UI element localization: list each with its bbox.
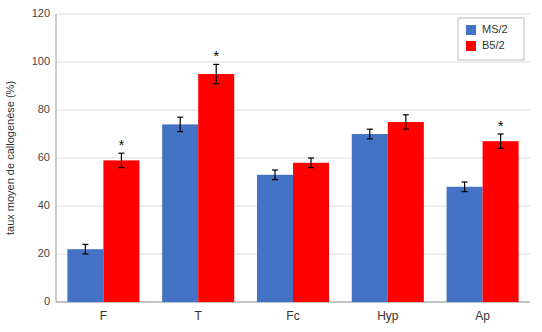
grid-line xyxy=(56,158,530,159)
error-cap xyxy=(118,167,124,168)
chart: 0 20 40 60 80 100 120 * * * F T Fc Hyp Ap taux moyen de… xyxy=(0,0,542,332)
y-axis-label: taux moyen de callogenèse (%) xyxy=(4,81,16,235)
error-cap xyxy=(367,138,373,139)
error-bar xyxy=(462,182,468,192)
error-bar xyxy=(118,153,124,167)
legend: MS/2 B5/2 xyxy=(458,18,524,60)
x-tick-label: Hyp xyxy=(377,309,399,323)
error-cap xyxy=(177,117,183,118)
y-tick-label: 120 xyxy=(32,7,50,19)
y-tick-label: 20 xyxy=(38,247,50,259)
y-tick-label: 100 xyxy=(32,55,50,67)
error-bar xyxy=(213,64,219,83)
bar xyxy=(483,141,519,302)
y-tick-label: 0 xyxy=(44,295,50,307)
error-bar xyxy=(272,170,278,180)
bar xyxy=(198,74,234,302)
error-bar xyxy=(498,134,504,148)
error-bar xyxy=(403,115,409,129)
x-tick-label: Fc xyxy=(286,309,299,323)
error-cap xyxy=(308,157,314,158)
chart-container: 0 20 40 60 80 100 120 * * * F T Fc Hyp Ap taux moyen de… xyxy=(0,0,542,332)
error-cap xyxy=(272,179,278,180)
error-cap xyxy=(462,191,468,192)
error-cap xyxy=(403,114,409,115)
y-tick-label: 80 xyxy=(38,103,50,115)
error-stem xyxy=(85,244,86,254)
error-cap xyxy=(82,253,88,254)
error-stem xyxy=(500,134,501,148)
error-cap xyxy=(462,181,468,182)
bar xyxy=(257,175,293,302)
x-tick-label: Ap xyxy=(475,309,490,323)
significance-mark: * xyxy=(119,137,125,153)
error-cap xyxy=(367,129,373,130)
error-cap xyxy=(177,131,183,132)
grid-line xyxy=(56,14,530,15)
grid-line xyxy=(56,62,530,63)
bar xyxy=(447,187,483,302)
error-stem xyxy=(180,117,181,131)
error-cap xyxy=(82,244,88,245)
error-stem xyxy=(121,153,122,167)
bar xyxy=(388,122,424,302)
bar xyxy=(103,160,139,302)
legend-swatch xyxy=(466,25,476,35)
y-tick-label: 60 xyxy=(38,151,50,163)
x-tick-label: F xyxy=(100,309,107,323)
error-stem xyxy=(464,182,465,192)
annotations: * * * xyxy=(119,48,504,153)
bar xyxy=(293,163,329,302)
grid-line xyxy=(56,110,530,111)
error-stem xyxy=(369,129,370,139)
legend-box xyxy=(458,18,524,60)
significance-mark: * xyxy=(213,48,219,64)
error-cap xyxy=(308,167,314,168)
error-stem xyxy=(310,158,311,168)
plot-area xyxy=(67,64,518,302)
error-cap xyxy=(403,129,409,130)
significance-mark: * xyxy=(498,118,504,134)
bar xyxy=(67,249,103,302)
error-cap xyxy=(272,169,278,170)
y-axis-line xyxy=(56,14,57,302)
error-cap xyxy=(498,148,504,149)
error-bar xyxy=(367,129,373,139)
error-cap xyxy=(213,83,219,84)
error-stem xyxy=(216,64,217,83)
error-stem xyxy=(274,170,275,180)
error-bar xyxy=(177,117,183,131)
bar xyxy=(352,134,388,302)
error-stem xyxy=(405,115,406,129)
bar xyxy=(162,124,198,302)
error-bar xyxy=(82,244,88,254)
legend-swatch xyxy=(466,41,476,51)
error-bar xyxy=(308,158,314,168)
legend-label: B5/2 xyxy=(482,39,505,51)
y-tick-label: 40 xyxy=(38,199,50,211)
legend-label: MS/2 xyxy=(482,23,508,35)
x-tick-label: T xyxy=(195,309,203,323)
